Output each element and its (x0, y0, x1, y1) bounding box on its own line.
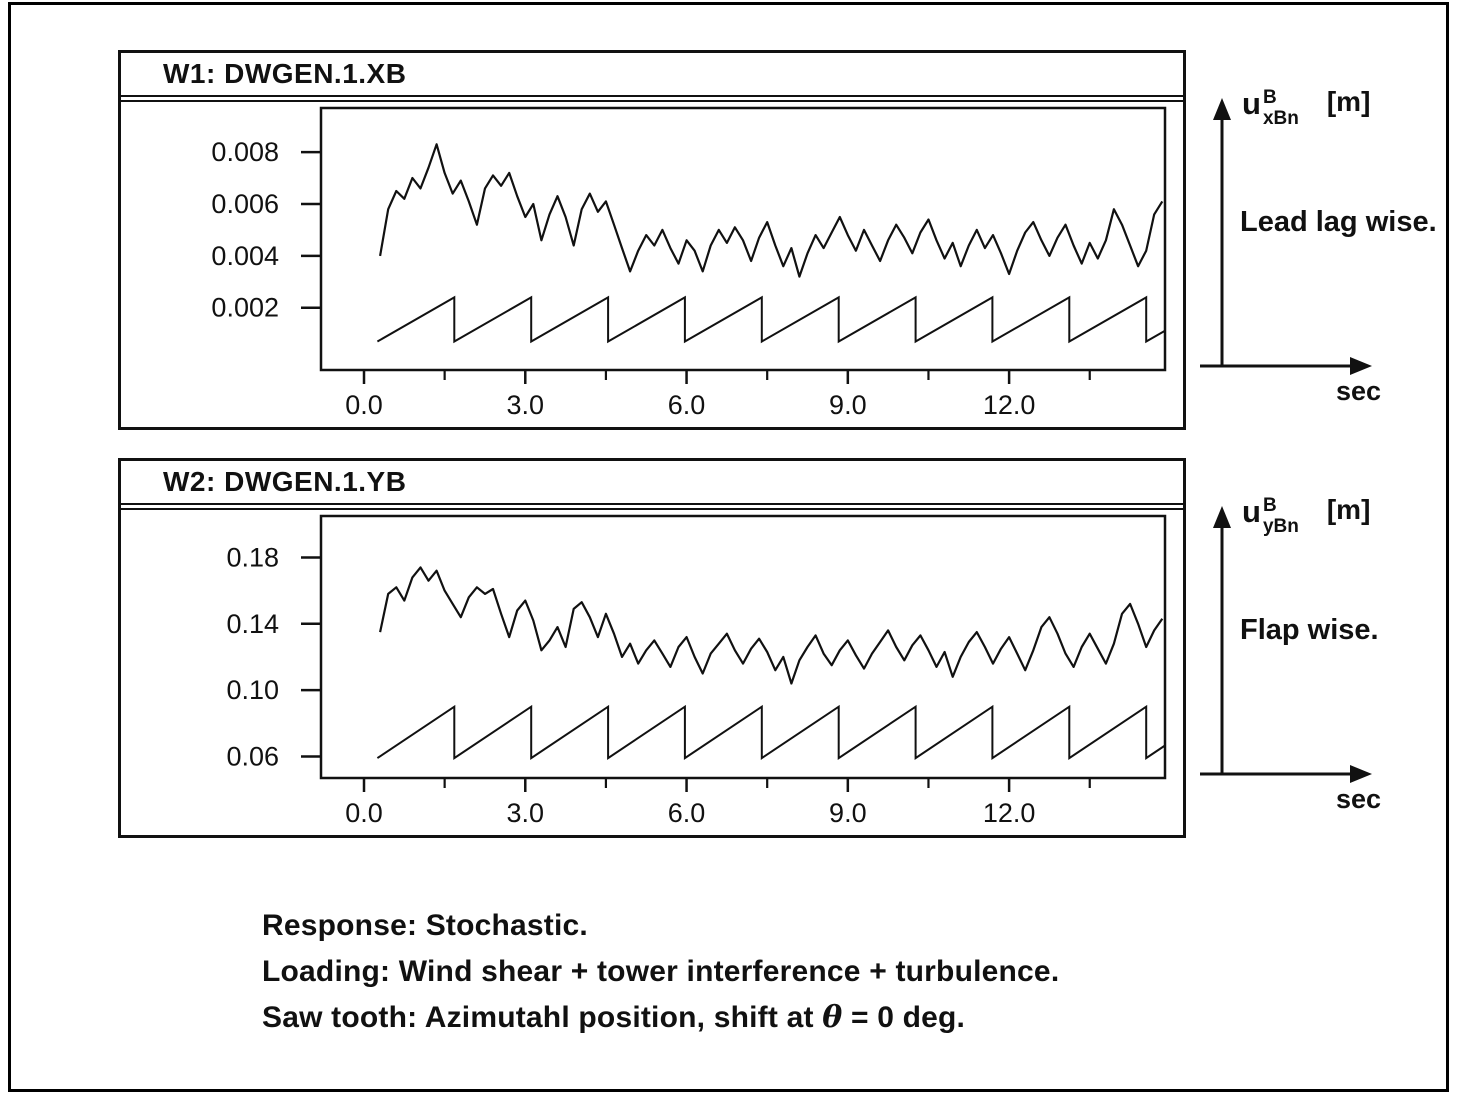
y-tick-label: 0.18 (226, 542, 279, 572)
unit-label: [m] (1326, 494, 1371, 525)
sawtooth-curve (376, 295, 1166, 344)
u-sup: B (1262, 495, 1277, 516)
window-w2: W2: DWGEN.1.YB 0.06 0.10 0.14 0.18 0.0 3.0 6.0… (118, 458, 1186, 838)
x-tick-label: 0.0 (345, 390, 383, 420)
response-curve (379, 566, 1164, 685)
sawtooth-curve (376, 704, 1166, 760)
theta-symbol: θ (822, 999, 843, 1035)
x-tick-label: 12.0 (983, 390, 1036, 420)
y-tick-label: 0.06 (226, 741, 279, 771)
u-sub: yBn (1262, 515, 1299, 537)
y-tick-label: 0.10 (226, 675, 279, 705)
window-title-w1: W1: DWGEN.1.XB (163, 58, 407, 89)
window-w1: W1: DWGEN.1.XB 0.002 0.004 0.006 0.008 0.0 3.… (118, 50, 1186, 430)
y-tick-label: 0.004 (211, 241, 279, 271)
side-axes-w1: u B xBn [m] Lead lag wise. sec (1186, 54, 1460, 464)
caption-line3-prefix: Saw tooth: Azimutahl position, shift at (262, 1000, 823, 1034)
unit-label: [m] (1326, 86, 1371, 117)
x-tick-label: 9.0 (829, 798, 867, 828)
axes-arrows (1200, 98, 1372, 375)
y-axis-arrowhead-icon (1213, 98, 1231, 120)
window-titlebar: W2: DWGEN.1.YB (121, 461, 1183, 505)
x-tick-label: 9.0 (829, 390, 867, 420)
u-base: u (1242, 494, 1261, 529)
y-tick-label: 0.006 (211, 189, 279, 219)
x-tick-label: 3.0 (507, 798, 545, 828)
side-caption-w2: Flap wise. (1240, 614, 1379, 646)
y-axis-label: u B yBn [m] (1242, 494, 1371, 538)
window-title-w2: W2: DWGEN.1.YB (163, 466, 407, 497)
titlebar-rule (121, 100, 1183, 102)
caption-line3-suffix: = 0 deg. (842, 1000, 966, 1034)
x-tick-label: 6.0 (668, 390, 706, 420)
x-axis-arrowhead-icon (1350, 357, 1372, 375)
x-tick-label: 12.0 (983, 798, 1036, 828)
u-sub: xBn (1262, 107, 1299, 129)
x-tick-label: 0.0 (345, 798, 383, 828)
x-tick-label: 3.0 (507, 390, 545, 420)
x-axis-caption-w2: sec (1336, 784, 1382, 814)
plot-canvas-w1: 0.002 0.004 0.006 0.008 0.0 3.0 6.0 9.0 12.0 (211, 106, 1167, 420)
u-base: u (1242, 86, 1261, 121)
response-curve (379, 143, 1164, 278)
window-titlebar: W1: DWGEN.1.XB (121, 53, 1183, 97)
figure-caption: Response: Stochastic. Loading: Wind shea… (262, 903, 1059, 1041)
plot-border (319, 106, 1167, 372)
u-sup: B (1262, 87, 1277, 108)
side-axes-w2: u B yBn [m] Flap wise. sec (1186, 462, 1460, 872)
x-axis-arrowhead-icon (1350, 765, 1372, 783)
caption-line-sawtooth: Saw tooth: Azimutahl position, shift at … (262, 995, 1059, 1041)
u-superscript-subscript: B xBn (1262, 87, 1299, 130)
caption-line-loading: Loading: Wind shear + tower interference… (262, 954, 1060, 988)
axes-arrows (1200, 506, 1372, 783)
side-caption-w1: Lead lag wise. (1240, 206, 1437, 238)
titlebar-rule (121, 508, 1183, 510)
y-tick-label: 0.14 (226, 609, 279, 639)
plot-canvas-w2: 0.06 0.10 0.14 0.18 0.0 3.0 6.0 9.0 12.0 (226, 514, 1167, 828)
plot-border (319, 514, 1167, 780)
y-axis-label: u B xBn [m] (1242, 86, 1371, 130)
y-tick-label: 0.008 (211, 137, 279, 167)
x-axis-caption-w1: sec (1336, 376, 1382, 406)
y-axis-arrowhead-icon (1213, 506, 1231, 528)
y-tick-label: 0.002 (211, 293, 279, 323)
caption-line-response: Response: Stochastic. (262, 909, 588, 942)
x-tick-label: 6.0 (668, 798, 706, 828)
u-superscript-subscript: B yBn (1262, 495, 1299, 538)
